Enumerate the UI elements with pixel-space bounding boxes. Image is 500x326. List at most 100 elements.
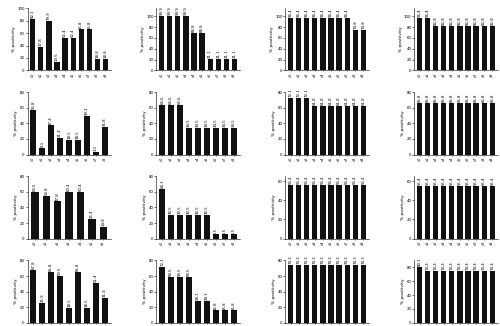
Text: 58.5: 58.5 xyxy=(178,268,182,276)
Text: 61.8: 61.8 xyxy=(337,97,341,106)
Bar xyxy=(336,106,342,155)
Text: 54.8: 54.8 xyxy=(44,186,48,195)
Bar xyxy=(328,18,334,70)
Bar xyxy=(336,18,342,70)
Bar xyxy=(186,128,192,155)
Bar xyxy=(288,265,294,323)
Text: 99.9: 99.9 xyxy=(176,7,180,15)
Y-axis label: % positivity: % positivity xyxy=(272,195,276,220)
Text: 74.3: 74.3 xyxy=(296,255,300,264)
Bar xyxy=(304,185,310,239)
Bar xyxy=(466,271,470,323)
Text: 18.8: 18.8 xyxy=(96,49,100,58)
Bar xyxy=(288,18,294,70)
Text: 56.4: 56.4 xyxy=(313,175,317,184)
Text: 74.4: 74.4 xyxy=(442,261,446,270)
Text: 96.4: 96.4 xyxy=(329,9,333,17)
Bar xyxy=(177,105,183,155)
Text: 99.9: 99.9 xyxy=(168,7,172,15)
Bar xyxy=(186,215,192,239)
Text: 74.3: 74.3 xyxy=(305,255,309,264)
Bar xyxy=(213,128,219,155)
Text: 51.4: 51.4 xyxy=(94,273,98,282)
Bar xyxy=(352,265,358,323)
Bar xyxy=(213,310,219,323)
Text: 72.1: 72.1 xyxy=(160,257,164,266)
Bar xyxy=(328,265,334,323)
Text: 30.5: 30.5 xyxy=(187,205,191,214)
Bar xyxy=(195,128,201,155)
Bar xyxy=(320,185,326,239)
Text: 68.8: 68.8 xyxy=(192,23,196,32)
Bar xyxy=(296,98,302,155)
Text: 55.4: 55.4 xyxy=(458,176,462,185)
Text: 5.5: 5.5 xyxy=(232,228,236,233)
Text: 34.5: 34.5 xyxy=(205,118,209,127)
Bar xyxy=(46,21,52,70)
Text: 96.4: 96.4 xyxy=(296,9,300,17)
Bar xyxy=(200,33,204,70)
Bar xyxy=(86,29,92,70)
Text: 63.6: 63.6 xyxy=(160,96,164,104)
Bar xyxy=(167,16,172,70)
Text: 56.4: 56.4 xyxy=(296,175,300,184)
Bar xyxy=(216,59,221,70)
Text: 18.5: 18.5 xyxy=(67,131,71,139)
Text: 55.4: 55.4 xyxy=(482,176,486,185)
Bar xyxy=(177,277,183,323)
Text: 56.4: 56.4 xyxy=(362,175,366,184)
Text: 65.8: 65.8 xyxy=(434,94,438,102)
Text: 74.4: 74.4 xyxy=(426,261,430,270)
Bar xyxy=(30,270,36,323)
Text: 63.6: 63.6 xyxy=(169,96,173,104)
Text: 74.3: 74.3 xyxy=(329,255,333,264)
Bar xyxy=(48,272,54,323)
Text: 61.8: 61.8 xyxy=(362,97,366,106)
Bar xyxy=(449,103,454,155)
Text: 31.4: 31.4 xyxy=(103,289,107,297)
Text: 74.4: 74.4 xyxy=(466,261,470,270)
Text: 21.1: 21.1 xyxy=(208,49,212,58)
Bar xyxy=(458,185,462,239)
Bar xyxy=(441,26,446,70)
Y-axis label: % positivity: % positivity xyxy=(141,26,145,52)
Text: 74.8: 74.8 xyxy=(362,20,366,29)
Text: 56.4: 56.4 xyxy=(321,175,325,184)
Bar xyxy=(417,185,422,239)
Text: 55.4: 55.4 xyxy=(426,176,430,185)
Text: 61.8: 61.8 xyxy=(329,97,333,106)
Bar xyxy=(344,106,350,155)
Text: 21.4: 21.4 xyxy=(58,128,62,137)
Text: 34.5: 34.5 xyxy=(214,118,218,127)
Bar xyxy=(458,26,462,70)
Bar xyxy=(30,110,36,155)
Bar xyxy=(360,185,366,239)
Bar xyxy=(490,185,495,239)
Text: 5.5: 5.5 xyxy=(223,228,227,233)
Bar xyxy=(417,103,422,155)
Text: 82.1: 82.1 xyxy=(30,9,34,18)
Bar xyxy=(360,30,366,70)
Bar xyxy=(186,277,192,323)
Text: 60.4: 60.4 xyxy=(67,182,71,191)
Bar xyxy=(232,59,237,70)
Text: 96.4: 96.4 xyxy=(321,9,325,17)
Bar xyxy=(54,62,60,70)
Text: 82.8: 82.8 xyxy=(474,16,478,25)
Bar xyxy=(474,26,478,70)
Bar xyxy=(75,140,81,155)
Text: 72.1: 72.1 xyxy=(288,89,292,97)
Bar xyxy=(84,116,90,155)
Text: 52.4: 52.4 xyxy=(63,28,67,37)
Text: 55.4: 55.4 xyxy=(466,176,470,185)
Bar xyxy=(93,152,99,155)
Text: 15.8: 15.8 xyxy=(232,301,236,309)
Bar xyxy=(160,189,165,239)
Bar xyxy=(320,106,326,155)
Text: 96.4: 96.4 xyxy=(305,9,309,17)
Text: 34.5: 34.5 xyxy=(223,118,227,127)
Text: 21.1: 21.1 xyxy=(232,49,236,58)
Bar xyxy=(102,298,108,323)
Text: 72.1: 72.1 xyxy=(296,89,300,97)
Y-axis label: % positivity: % positivity xyxy=(272,279,276,304)
